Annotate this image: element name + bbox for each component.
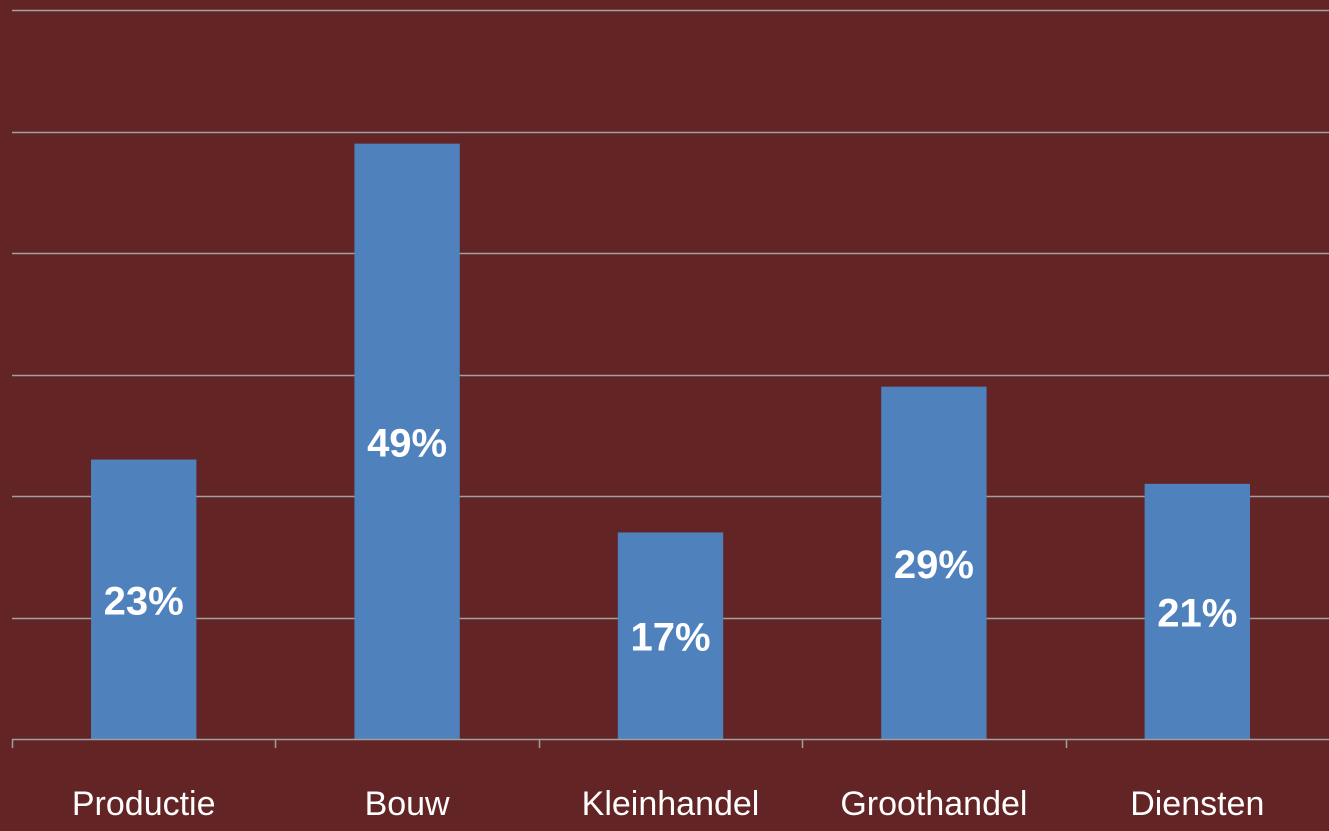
bar-bouw — [354, 143, 460, 739]
bar-kleinhandel — [617, 532, 724, 739]
category-label: Productie — [72, 785, 216, 823]
category-label: Groothandel — [840, 785, 1027, 823]
gridlines — [12, 9, 1329, 620]
data-label: 17% — [630, 616, 710, 660]
x-axis — [11, 738, 1329, 748]
data-label: 49% — [367, 421, 447, 465]
bar-diensten — [1144, 483, 1250, 739]
bars — [91, 143, 1250, 739]
data-label: 23% — [104, 579, 184, 623]
category-label: Bouw — [365, 785, 450, 823]
category-label: Diensten — [1130, 785, 1264, 823]
data-label: 29% — [894, 543, 974, 587]
data-label: 21% — [1157, 591, 1237, 635]
bar-productie — [91, 459, 197, 739]
category-labels: Productie Bouw Kleinhandel Groothandel Diens… — [72, 785, 1265, 823]
category-label: Kleinhandel — [582, 785, 760, 823]
data-labels: 23% 49% 17% 29% 21% — [104, 421, 1238, 659]
bar-groothandel — [881, 386, 987, 739]
